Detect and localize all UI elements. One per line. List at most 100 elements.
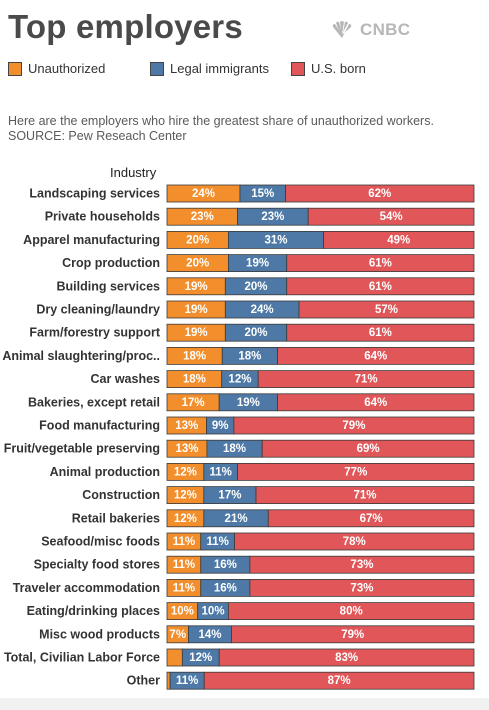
data-label: 16% <box>214 559 237 571</box>
data-label: 17% <box>218 490 241 502</box>
bar-segment-u-s-born[interactable] <box>249 555 475 574</box>
legend-swatch-legal-immigrants <box>150 61 164 76</box>
bar-segment-unauthorized[interactable] <box>166 671 171 690</box>
industry-column-header: Industry <box>110 165 157 180</box>
legend-label-unauthorized: Unauthorized <box>28 61 106 76</box>
bar-segment-u-s-born[interactable] <box>257 370 475 389</box>
data-label: 12% <box>174 466 197 478</box>
bar-segment-unauthorized[interactable] <box>166 648 183 667</box>
data-label: 49% <box>387 234 410 246</box>
category-label: Seafood/misc foods <box>41 535 160 549</box>
bar-segment-u-s-born[interactable] <box>237 462 475 481</box>
data-label: 11% <box>210 466 232 478</box>
data-label: 79% <box>342 420 365 432</box>
category-label: Apparel manufacturing <box>23 233 160 247</box>
data-label: 21% <box>225 513 248 525</box>
bar-segment-u-s-born[interactable] <box>285 184 475 203</box>
category-label: Other <box>127 674 160 688</box>
legend-item-us-born[interactable]: U.S. born <box>291 61 366 76</box>
bar-segment-u-s-born[interactable] <box>261 439 475 458</box>
bar-segment-u-s-born[interactable] <box>249 579 475 597</box>
data-label: 73% <box>350 582 373 594</box>
data-label: 18% <box>183 350 206 362</box>
data-label: 64% <box>364 397 387 409</box>
bar-segment-u-s-born[interactable] <box>286 323 475 342</box>
bar-segment-u-s-born[interactable] <box>286 254 475 273</box>
data-label: 15% <box>251 188 274 200</box>
category-label: Construction <box>82 488 160 502</box>
data-label: 20% <box>186 234 209 246</box>
data-label: 19% <box>185 304 208 316</box>
category-label: Specialty food stores <box>34 558 160 572</box>
category-label: Eating/drinking places <box>27 604 160 618</box>
legend-item-unauthorized[interactable]: Unauthorized <box>8 61 105 76</box>
data-label: 14% <box>198 629 221 641</box>
bar-segment-u-s-born[interactable] <box>277 346 475 365</box>
data-label: 64% <box>364 350 387 362</box>
data-label: 67% <box>360 513 383 525</box>
legend-item-legal-immigrants[interactable]: Legal immigrants <box>150 61 269 76</box>
data-label: 73% <box>350 559 373 571</box>
data-label: 19% <box>185 281 208 293</box>
data-label: 54% <box>380 211 403 223</box>
data-label: 71% <box>355 374 378 386</box>
data-label: 23% <box>191 211 214 223</box>
bar-segment-u-s-born[interactable] <box>277 393 475 412</box>
data-label: 62% <box>368 188 391 200</box>
data-label: 11% <box>176 675 198 687</box>
category-label: Traveler accommodation <box>13 581 160 595</box>
bar-segment-u-s-born[interactable] <box>307 207 475 226</box>
legend-label-us-born: U.S. born <box>311 61 366 76</box>
legend-label-legal-immigrants: Legal immigrants <box>170 61 269 76</box>
data-label: 80% <box>340 606 363 618</box>
bar-segment-u-s-born[interactable] <box>231 625 475 644</box>
category-label: Crop production <box>62 256 160 270</box>
data-label: 12% <box>228 374 251 386</box>
data-label: 24% <box>251 304 274 316</box>
data-label: 20% <box>245 327 268 339</box>
data-label: 10% <box>202 606 225 618</box>
bar-segment-u-s-born[interactable] <box>233 416 475 435</box>
chart-title: Top employers <box>8 8 243 45</box>
data-label: 57% <box>375 304 398 316</box>
category-label: Landscaping services <box>29 187 160 201</box>
bar-segment-u-s-born[interactable] <box>286 277 475 296</box>
data-label: 12% <box>189 652 212 664</box>
chart-caption: Here are the employers who hire the grea… <box>8 114 434 144</box>
bar-segment-u-s-born[interactable] <box>218 648 475 667</box>
data-label: 11% <box>173 536 195 548</box>
bar-segment-u-s-born[interactable] <box>227 602 475 620</box>
data-label: 23% <box>261 211 284 223</box>
data-label: 12% <box>174 490 197 502</box>
data-label: 83% <box>335 652 358 664</box>
legend-swatch-us-born <box>291 61 305 76</box>
category-label: Animal production <box>50 465 160 479</box>
data-label: 61% <box>369 327 392 339</box>
category-label: Building services <box>56 279 160 293</box>
category-label: Farm/forestry support <box>29 326 160 340</box>
data-label: 19% <box>246 258 269 270</box>
category-label: Total, Civilian Labor Force <box>4 651 160 665</box>
data-label: 18% <box>238 350 261 362</box>
data-label: 20% <box>186 258 209 270</box>
bar-segment-u-s-born[interactable] <box>234 532 475 551</box>
bar-segment-u-s-born[interactable] <box>323 230 475 249</box>
data-label: 10% <box>171 606 194 618</box>
data-label: 78% <box>343 536 366 548</box>
cnbc-logo: CNBC <box>330 17 470 43</box>
bar-segment-u-s-born[interactable] <box>298 300 475 319</box>
bar-segment-u-s-born[interactable] <box>267 509 475 528</box>
legend-swatch-unauthorized <box>8 61 22 76</box>
category-label: Bakeries, except retail <box>28 395 160 409</box>
data-label: 77% <box>344 466 367 478</box>
footer-strip <box>0 698 489 710</box>
data-label: 87% <box>328 675 351 687</box>
category-label: Dry cleaning/laundry <box>36 303 160 317</box>
bar-segment-u-s-born[interactable] <box>255 486 475 505</box>
data-label: 19% <box>237 397 260 409</box>
data-label: 20% <box>245 281 268 293</box>
data-label: 31% <box>264 234 287 246</box>
bar-segment-u-s-born[interactable] <box>203 671 475 690</box>
data-label: 13% <box>175 443 198 455</box>
